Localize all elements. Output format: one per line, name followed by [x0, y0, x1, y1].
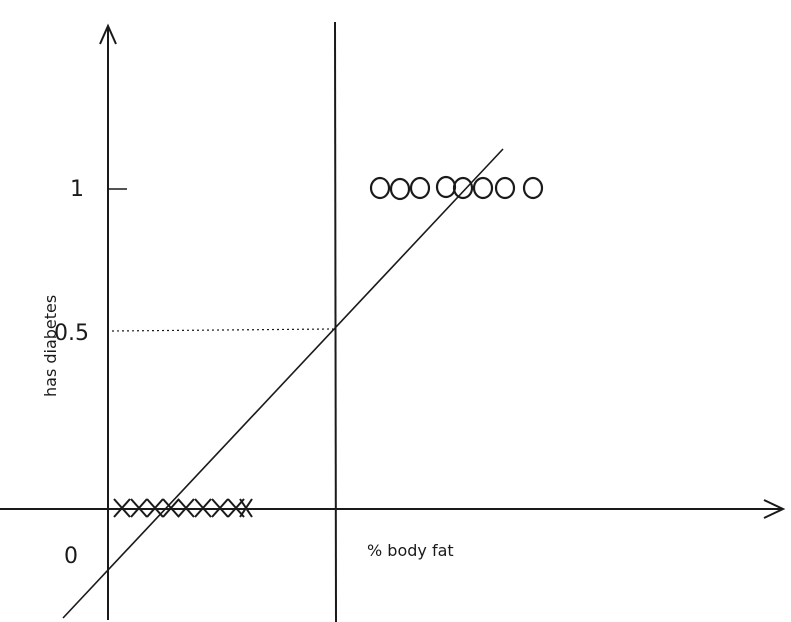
negative-marker-x [177, 498, 195, 518]
x-axis-label: % body fat [367, 541, 454, 560]
y-axis-label: has diabetes [41, 295, 60, 397]
y-tick-label-0: 0 [64, 544, 78, 569]
positive-marker-o [369, 176, 391, 200]
negative-marker-x [162, 498, 180, 518]
positive-marker-o [452, 176, 474, 200]
negative-marker-x [130, 498, 148, 518]
negative-marker-x [211, 498, 229, 518]
negative-marker-x [146, 498, 164, 518]
regression-line [62, 148, 504, 619]
positive-class-markers [369, 175, 544, 201]
threshold-dotted-line [111, 328, 334, 332]
y-tick-label-0-5: 0.5 [54, 321, 89, 346]
x-axis [0, 499, 786, 519]
positive-marker-o [389, 177, 411, 201]
negative-marker-x [113, 498, 131, 518]
negative-class-markers [113, 498, 253, 518]
positive-marker-o [494, 176, 516, 200]
positive-marker-o [522, 176, 544, 200]
negative-marker-x [194, 498, 212, 518]
negative-marker-x [239, 498, 253, 518]
y-axis [99, 23, 117, 620]
positive-marker-o [435, 175, 457, 199]
y-tick-label-1: 1 [70, 177, 84, 202]
positive-marker-o [409, 176, 431, 200]
decision-boundary-line [334, 21, 337, 622]
positive-marker-o [472, 176, 494, 200]
